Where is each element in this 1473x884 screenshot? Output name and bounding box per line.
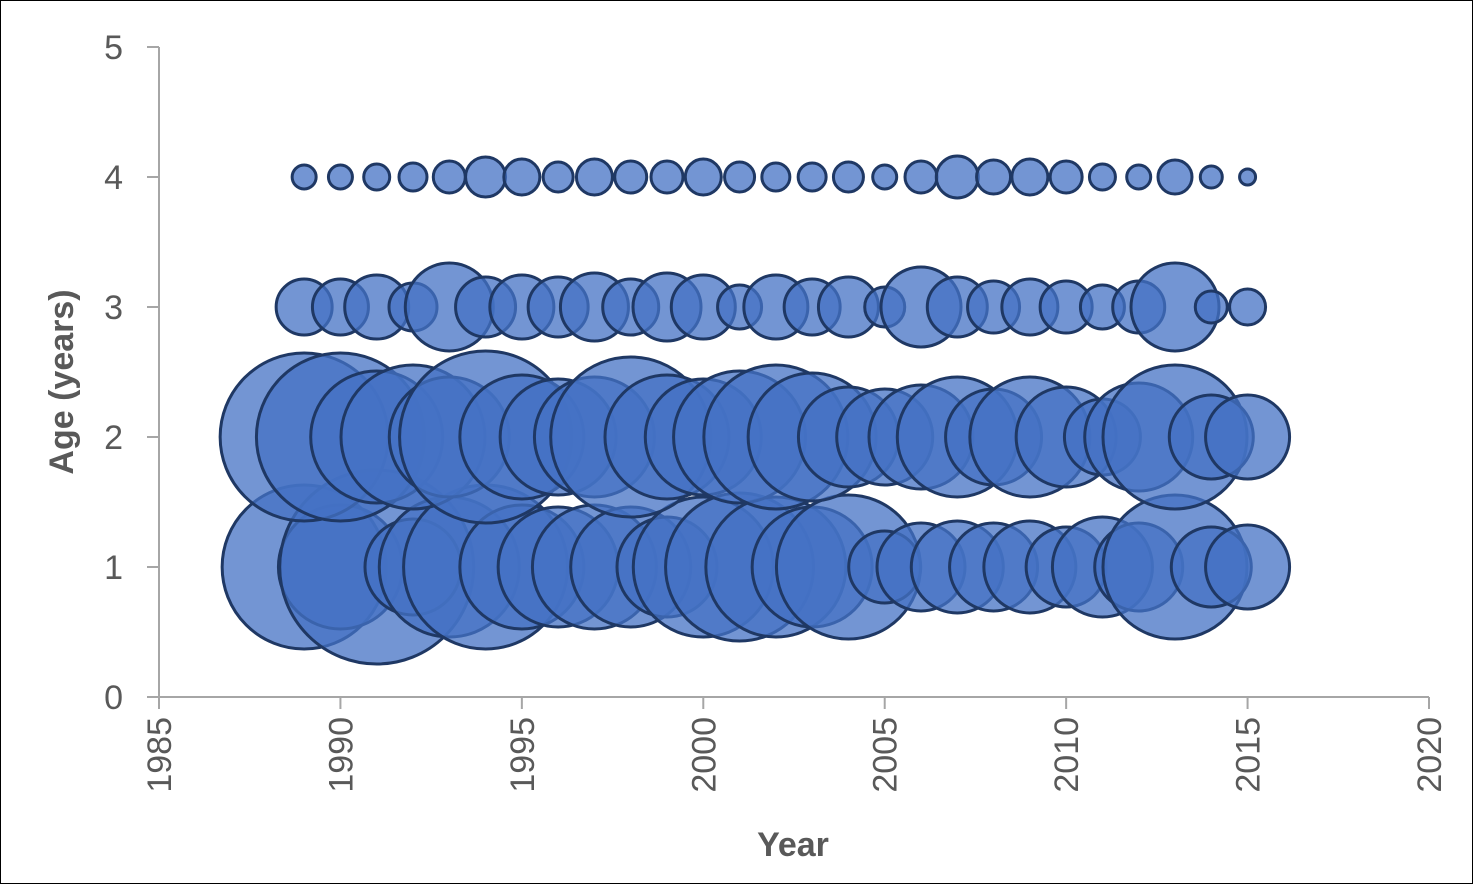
bubble-point (541, 160, 575, 194)
bubble-point (1228, 287, 1268, 327)
x-tick-label: 1985 (141, 717, 179, 793)
bubble-point (1125, 163, 1153, 191)
bubble-point (362, 162, 392, 192)
bubble-point (326, 163, 354, 191)
bubble-point (1204, 393, 1292, 481)
bubble-point (1193, 289, 1229, 325)
bubble-point (613, 159, 649, 195)
axes: 0 1 2 3 4 5 1985 1990 1995 2000 2005 2010 2015 2020 (104, 29, 1449, 793)
x-ticks: 1985 1990 1995 2000 2005 2010 2015 2020 (141, 697, 1449, 793)
bubble-point (1238, 167, 1258, 187)
bubble-point (1048, 159, 1084, 195)
bubble-point (934, 154, 980, 200)
bubble-point (903, 159, 939, 195)
bubble-point (397, 161, 429, 193)
bubble-point (1156, 158, 1194, 196)
bubble-point (1087, 162, 1117, 192)
bubble-point (831, 160, 865, 194)
x-axis-title: Year (757, 826, 829, 864)
bubble-point (290, 163, 318, 191)
bubble-point (723, 160, 757, 194)
bubble-point (574, 157, 614, 197)
bubble-point (431, 159, 467, 195)
y-axis-title: Age (years) (43, 289, 81, 474)
y-tick-label: 2 (104, 419, 123, 457)
bubble-point (760, 161, 792, 193)
y-tick-label: 1 (104, 549, 123, 587)
y-ticks: 0 1 2 3 4 5 (104, 29, 159, 717)
bubble-layer (218, 154, 1292, 666)
bubble-point (1198, 164, 1224, 190)
y-tick-label: 5 (104, 29, 123, 67)
x-tick-label: 1995 (504, 717, 542, 793)
x-tick-label: 2015 (1230, 717, 1268, 793)
y-tick-label: 0 (104, 679, 123, 717)
y-tick-label: 4 (104, 159, 123, 197)
x-tick-label: 2005 (867, 717, 905, 793)
bubble-point (502, 157, 542, 197)
x-tick-label: 2020 (1411, 717, 1449, 793)
bubble-point (1010, 157, 1050, 197)
bubble-point (649, 159, 685, 195)
bubble-point (464, 155, 508, 199)
bubble-point (796, 161, 828, 193)
y-tick-label: 3 (104, 289, 123, 327)
bubble-point (1204, 523, 1292, 611)
bubble-point (975, 158, 1013, 196)
bubble-point (683, 157, 723, 197)
x-tick-label: 2000 (685, 717, 723, 793)
x-tick-label: 1990 (322, 717, 360, 793)
x-tick-label: 2010 (1048, 717, 1086, 793)
bubble-point (871, 163, 899, 191)
